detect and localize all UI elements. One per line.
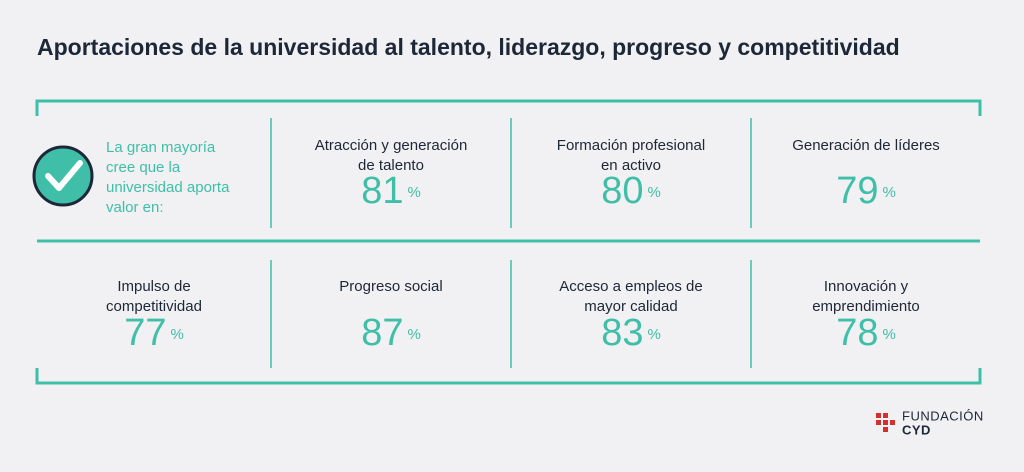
item-label: en activo	[601, 157, 661, 174]
item-label: emprendimiento	[812, 298, 920, 315]
value-unit: %	[170, 326, 183, 343]
frame-bottom	[35, 368, 982, 385]
value-unit: %	[882, 326, 895, 343]
value-number: 83	[601, 312, 643, 354]
item-value: 79%	[836, 170, 896, 212]
value-unit: %	[647, 326, 660, 343]
item-value: 78%	[836, 312, 896, 354]
item-label: Acceso a empleos de	[559, 278, 702, 295]
item-label: Progreso social	[339, 278, 442, 295]
intro-text: valor en:	[106, 199, 164, 216]
value-unit: %	[882, 184, 895, 201]
intro-text: La gran mayoría	[106, 139, 216, 156]
title: Aportaciones de la universidad al talent…	[37, 34, 900, 60]
frame-top	[35, 99, 982, 116]
value-number: 78	[836, 312, 878, 354]
item-label: mayor calidad	[584, 298, 677, 315]
value-unit: %	[407, 184, 420, 201]
value-number: 81	[361, 170, 403, 212]
item-value: 81%	[361, 170, 421, 212]
item-label: Atracción y generación	[315, 137, 468, 154]
value-number: 79	[836, 170, 878, 212]
item-value: 87%	[361, 312, 421, 354]
check-icon	[32, 145, 94, 207]
item-label: competitividad	[106, 298, 202, 315]
item-label: Innovación y	[824, 278, 909, 295]
value-number: 80	[601, 170, 643, 212]
intro-text: universidad aporta	[106, 179, 230, 196]
item-value: 80%	[601, 170, 661, 212]
value-unit: %	[407, 326, 420, 343]
logo-line2: CYD	[902, 422, 931, 437]
item-label: Generación de líderes	[792, 137, 940, 154]
logo-line1: FUNDACIÓN	[902, 408, 984, 423]
value-number: 77	[124, 312, 166, 354]
item-label: de talento	[358, 157, 424, 174]
item-value: 83%	[601, 312, 661, 354]
item-value: 77%	[124, 312, 184, 354]
item-label: Impulso de	[117, 278, 190, 295]
logo: FUNDACIÓN CYD	[876, 408, 984, 437]
item-label: Formación profesional	[557, 137, 705, 154]
value-unit: %	[647, 184, 660, 201]
value-number: 87	[361, 312, 403, 354]
intro-text: cree que la	[106, 159, 181, 176]
